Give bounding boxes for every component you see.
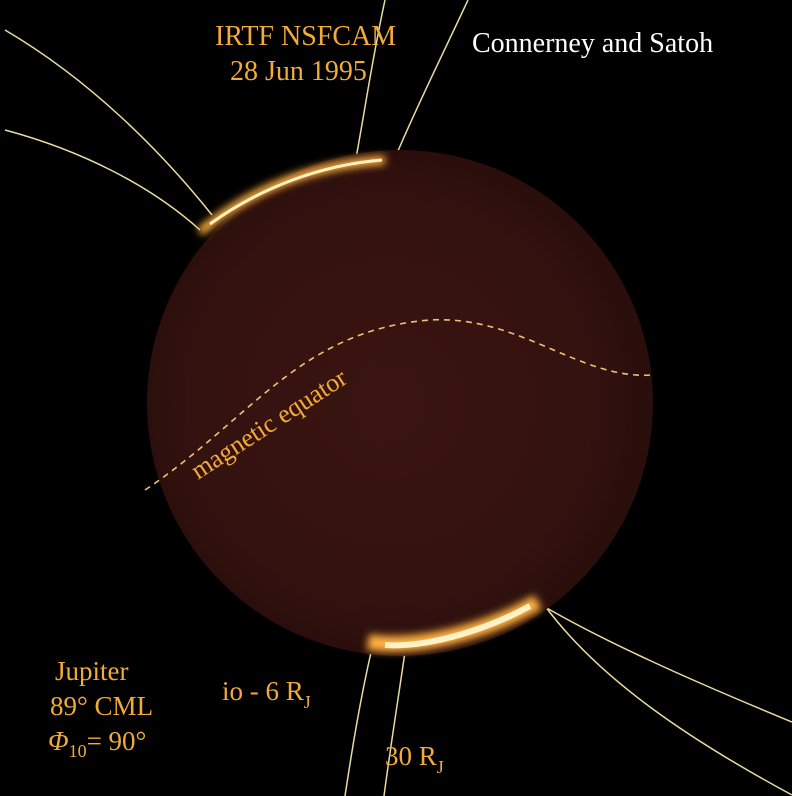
outer-subscript: J — [437, 757, 444, 777]
field-line — [355, 0, 386, 159]
outer-label: 30 RJ — [385, 741, 444, 777]
cml-label: 89° CML — [50, 691, 153, 721]
field-lines — [4, 0, 792, 796]
credit-label: Connerney and Satoh — [472, 28, 713, 59]
south-aurora-core — [384, 603, 532, 649]
north-aurora-core — [209, 158, 383, 226]
io-subscript: J — [304, 692, 311, 712]
phi-label: Φ10= 90° — [48, 726, 146, 761]
instrument-label: IRTF NSFCAM — [215, 21, 396, 52]
field-line — [344, 647, 373, 796]
field-line — [544, 605, 792, 796]
outer-text: 30 R — [385, 741, 437, 771]
magnetic-equator-line — [144, 319, 653, 491]
phi-symbol: Φ — [48, 726, 69, 756]
field-line — [4, 129, 201, 231]
field-line — [383, 651, 406, 796]
planet — [147, 150, 653, 656]
phi-subscript: 10 — [69, 741, 87, 761]
field-line — [394, 0, 469, 159]
io-label: io - 6 RJ — [222, 676, 311, 712]
field-line — [532, 599, 792, 723]
date-label: 28 Jun 1995 — [230, 56, 367, 87]
planet-label: Jupiter — [55, 656, 129, 686]
phi-value: = 90° — [87, 726, 147, 756]
field-line — [4, 29, 213, 216]
io-text: io - 6 R — [222, 676, 304, 706]
